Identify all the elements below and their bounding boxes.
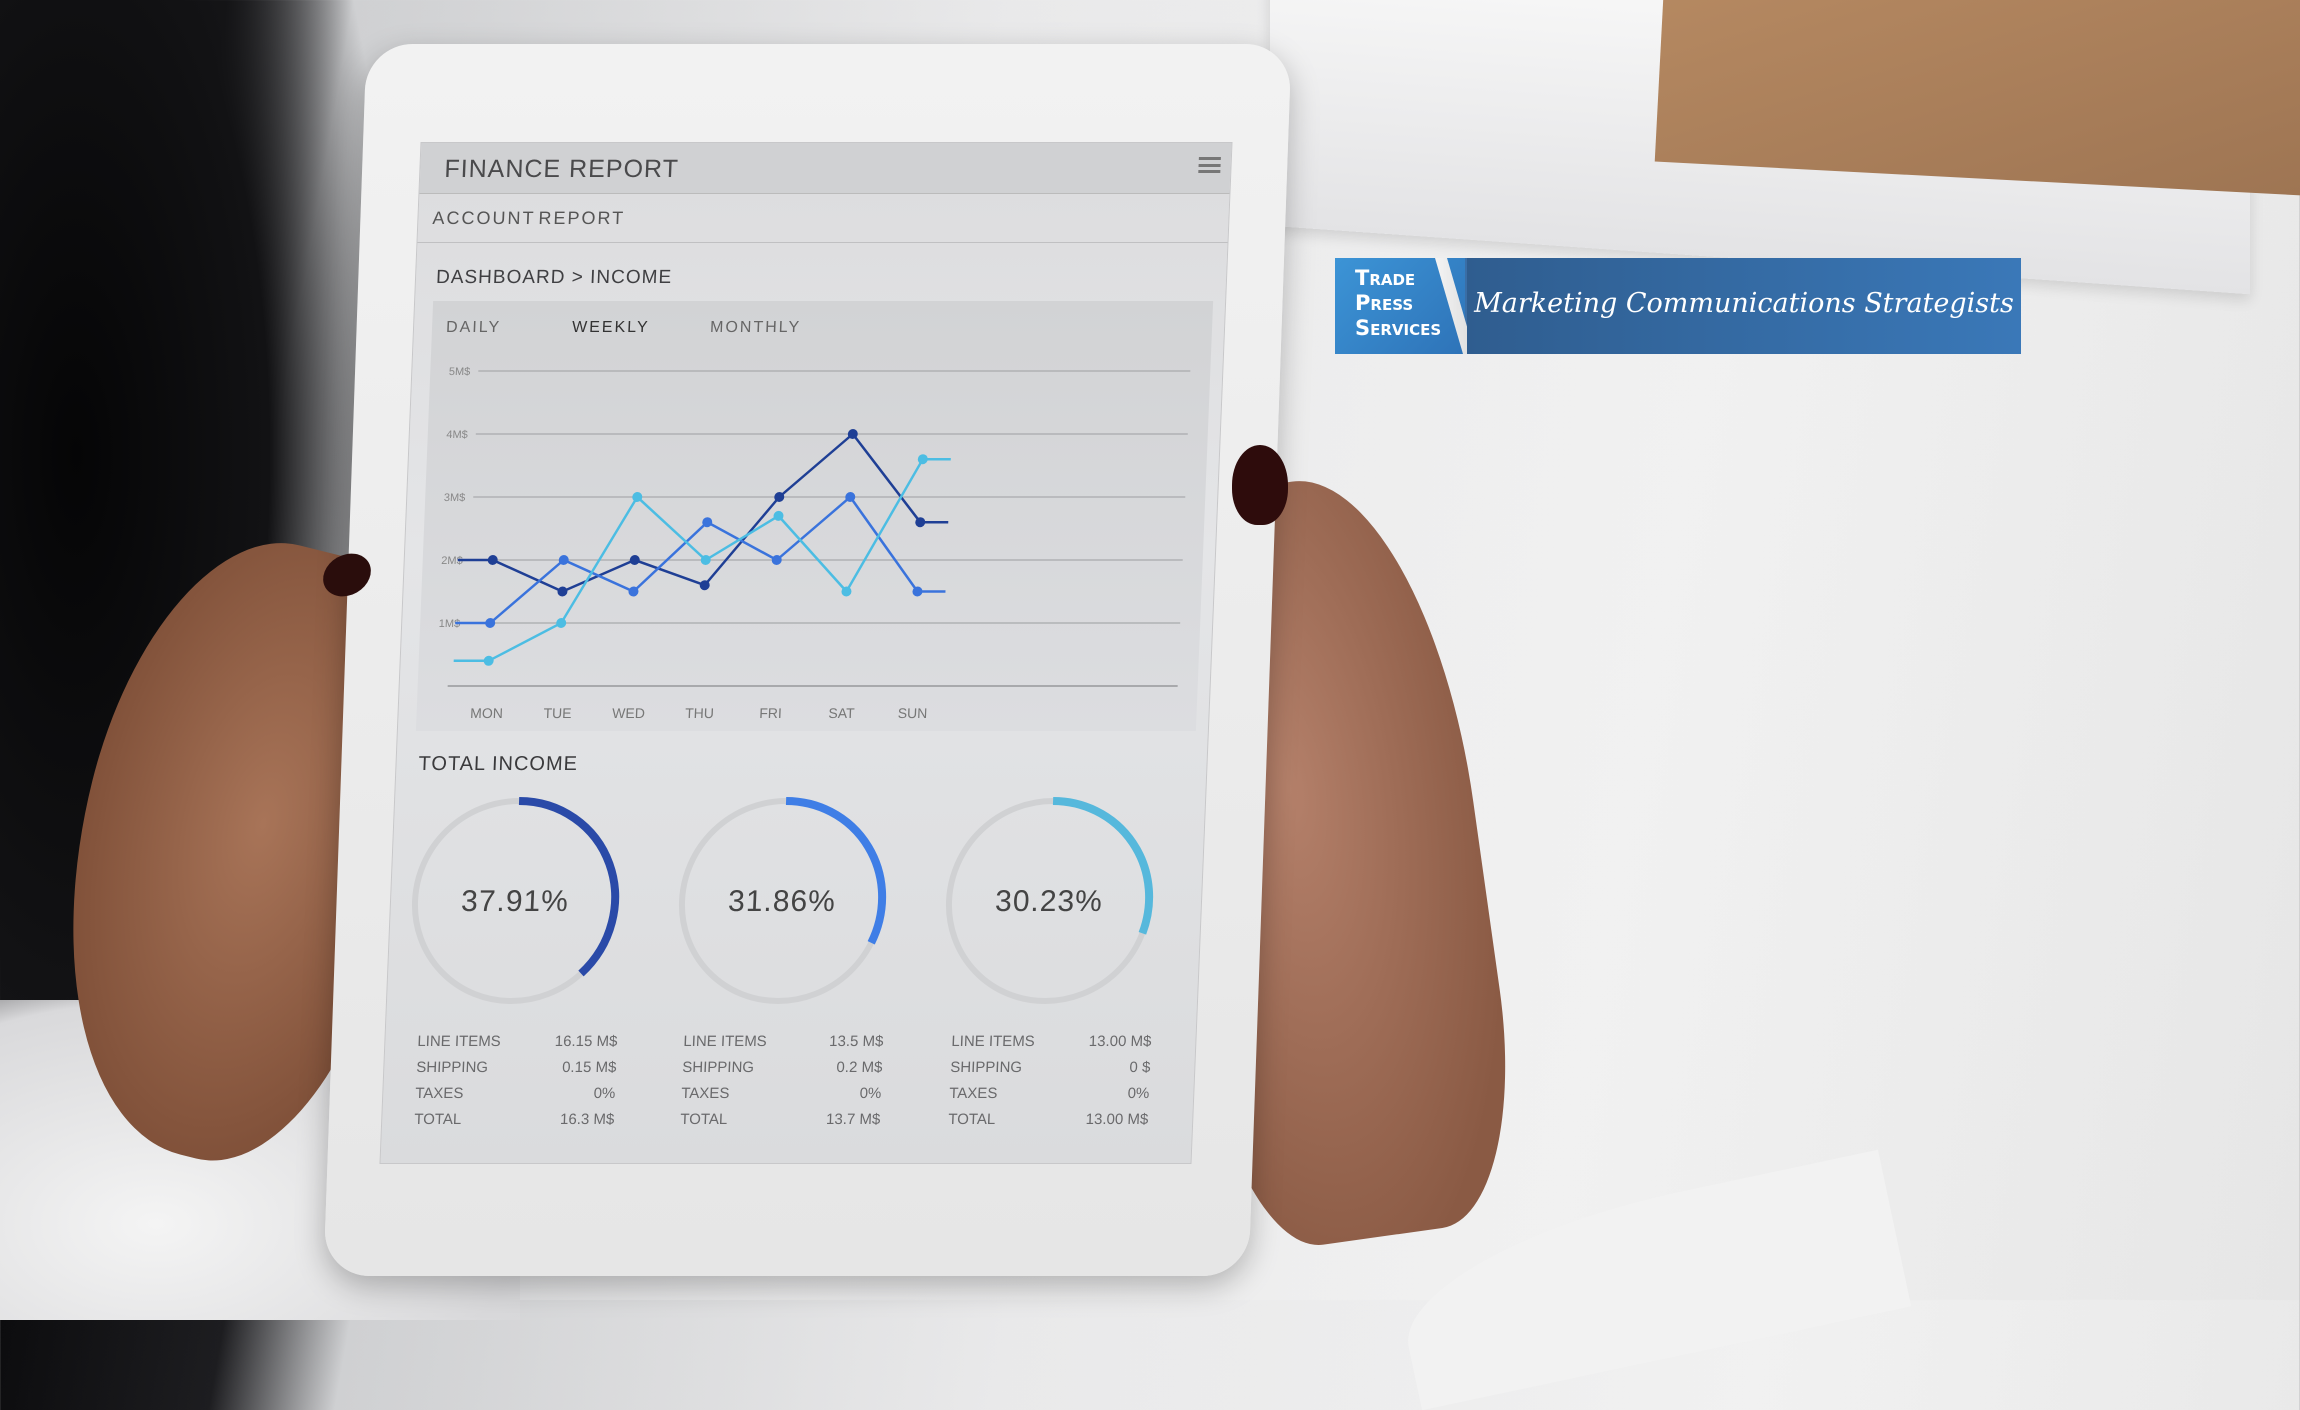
breadcrumb: DASHBOARD > INCOME [435, 267, 673, 288]
logo-badge: Trade Press Services [1335, 258, 1465, 354]
donut-charts: 37.91% 31.86% 30.23% [411, 797, 1154, 1004]
income-row-label: SHIPPING [682, 1059, 755, 1076]
logo-tagline: Marketing Communications Strategists [1474, 288, 2014, 319]
tablet-screen: FINANCE REPORT ACCOUNT REPORT DASHBOARD … [379, 142, 1233, 1164]
tab-account[interactable]: ACCOUNT [432, 208, 536, 228]
tab-bar: ACCOUNT REPORT [417, 194, 1230, 243]
data-point [632, 492, 643, 502]
y-tick-label: 3M$ [444, 492, 466, 504]
x-tick-label: THU [685, 705, 714, 721]
donut-arc [785, 797, 887, 945]
data-point [629, 555, 640, 565]
data-point [628, 586, 639, 597]
tab-report[interactable]: REPORT [538, 208, 626, 228]
income-row-label: LINE ITEMS [417, 1033, 502, 1050]
data-point [912, 586, 923, 597]
app-title: FINANCE REPORT [443, 155, 680, 183]
hamburger-icon[interactable] [1198, 157, 1221, 173]
data-point [485, 618, 496, 628]
logo-word: Trade [1355, 266, 1416, 290]
income-row-label: LINE ITEMS [951, 1033, 1036, 1050]
data-point [487, 555, 498, 565]
income-row-value: 13.7 M$ [825, 1111, 881, 1128]
income-row-label: TAXES [948, 1085, 998, 1102]
title-bar: FINANCE REPORT [419, 143, 1232, 194]
logo-banner: Marketing Communications Strategists [1467, 258, 2021, 354]
data-point [845, 492, 856, 502]
income-row-value: 0% [859, 1085, 882, 1102]
line-chart: 1M$ 2M$ 3M$ 4M$ 5M$ MON TUE WED THU FRI SAT SUN [439, 366, 1191, 721]
data-point [773, 510, 784, 521]
data-point [557, 586, 568, 597]
income-row-label: TOTAL [947, 1111, 996, 1128]
income-row-value: 0% [1127, 1085, 1150, 1102]
data-point [841, 586, 852, 597]
x-tick-label: SAT [828, 705, 855, 721]
income-row-value: 13.5 M$ [828, 1033, 884, 1050]
section-title: TOTAL INCOME [418, 753, 579, 775]
donut-percent: 30.23% [994, 885, 1103, 918]
logo-word: Services [1355, 316, 1442, 340]
income-row-value: 13.00 M$ [1088, 1033, 1152, 1050]
y-tick-label: 2M$ [441, 555, 463, 567]
x-tick-label: WED [612, 705, 645, 721]
donut-arc [1052, 797, 1154, 935]
x-tick-label: MON [470, 705, 503, 721]
income-row-value: 16.15 M$ [554, 1033, 618, 1050]
income-row-value: 0.15 M$ [561, 1059, 617, 1076]
income-row-label: TAXES [680, 1085, 730, 1102]
income-row-label: SHIPPING [950, 1059, 1023, 1076]
y-tick-label: 5M$ [449, 366, 471, 378]
income-tables: LINE ITEMS 16.15 M$ SHIPPING 0.15 M$ TAXES 0%… [381, 1033, 1196, 1153]
data-point [483, 655, 494, 666]
income-row-value: 0.2 M$ [836, 1059, 883, 1076]
data-point [847, 429, 858, 439]
fingernail [1232, 445, 1288, 525]
x-tick-label: TUE [543, 705, 572, 721]
donut-arc [518, 797, 620, 977]
income-row-value: 0% [593, 1085, 616, 1102]
series-line [457, 432, 949, 593]
x-tick-label: FRI [759, 705, 782, 721]
data-point [774, 492, 785, 502]
data-point [917, 454, 928, 465]
data-point [558, 555, 569, 565]
logo-word: Press [1355, 291, 1414, 315]
income-row-value: 0 $ [1129, 1059, 1151, 1076]
data-point [771, 555, 782, 565]
donut-percent: 37.91% [460, 885, 569, 918]
y-tick-label: 4M$ [446, 429, 468, 441]
data-point [699, 580, 710, 591]
income-row-label: TAXES [414, 1085, 464, 1102]
income-row-label: TOTAL [679, 1111, 728, 1128]
income-row-value: 13.00 M$ [1085, 1111, 1149, 1128]
data-point [700, 555, 711, 565]
x-tick-label: SUN [897, 705, 927, 721]
donut-percent: 31.86% [727, 885, 836, 918]
data-point [702, 517, 713, 528]
income-row-label: LINE ITEMS [683, 1033, 768, 1050]
income-row-value: 16.3 M$ [559, 1111, 615, 1128]
income-row-label: TOTAL [413, 1111, 462, 1128]
y-tick-label: 1M$ [439, 618, 461, 630]
data-point [556, 618, 567, 628]
trade-press-services-logo: Trade Press Services Marketing Communica… [1335, 258, 2021, 354]
chart-panel: DAILY WEEKLY MONTHLY 1M$ 2M$ 3M$ 4M$ 5M$ MON T… [415, 301, 1214, 731]
income-row-label: SHIPPING [416, 1059, 489, 1076]
data-point [915, 517, 926, 528]
